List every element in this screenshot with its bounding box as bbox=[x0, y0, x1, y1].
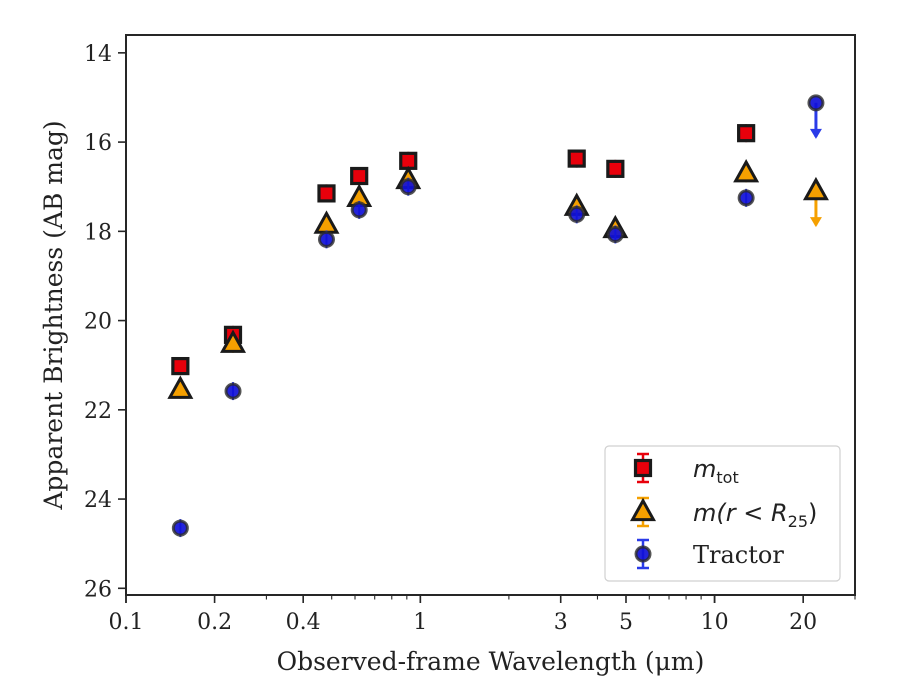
legend-subscript: 25 bbox=[788, 512, 808, 531]
m-r25-point bbox=[733, 159, 760, 183]
legend-box bbox=[604, 445, 841, 582]
x-tick-label: 20 bbox=[789, 610, 817, 635]
series-m-r25 bbox=[167, 159, 829, 399]
x-tick-label: 0.4 bbox=[286, 610, 321, 635]
m-r25-point bbox=[313, 210, 340, 234]
x-tick-label: 10 bbox=[701, 610, 729, 635]
y-axis-ticks: 14 16 18 20 22 24 26 bbox=[84, 42, 126, 602]
y-tick-label: 22 bbox=[84, 399, 112, 424]
legend-tail: ) bbox=[808, 499, 817, 527]
m-r25-point bbox=[802, 176, 829, 201]
tractor-point bbox=[606, 225, 624, 243]
tractor-point bbox=[317, 230, 335, 248]
y-tick-label: 18 bbox=[84, 220, 112, 245]
x-tick-label: 5 bbox=[619, 610, 633, 635]
y-tick-label: 16 bbox=[84, 131, 112, 156]
tractor-point bbox=[737, 189, 755, 207]
legend-marker-mtot bbox=[633, 458, 653, 478]
x-tick-label: 1 bbox=[413, 610, 427, 635]
mtot-point bbox=[317, 184, 336, 203]
m-r25-point bbox=[167, 375, 194, 399]
m-r25-upper-limit-arrow-head bbox=[809, 217, 822, 228]
mtot-point bbox=[606, 159, 625, 178]
mtot-point bbox=[171, 356, 190, 376]
mtot-point bbox=[350, 166, 369, 186]
x-axis-label: Observed-frame Wavelength (μm) bbox=[277, 647, 705, 676]
series-tractor bbox=[171, 94, 825, 538]
legend-subscript: tot bbox=[716, 468, 738, 487]
mtot-point bbox=[567, 149, 586, 168]
x-tick-label: 0.1 bbox=[109, 610, 144, 635]
series-mtot bbox=[171, 124, 756, 376]
mtot-point bbox=[737, 124, 756, 143]
tractor-point bbox=[568, 205, 586, 223]
legend-marker-m-r25 bbox=[629, 497, 657, 522]
tractor-upper-limit-arrow-head bbox=[809, 128, 822, 139]
y-axis-label: Apparent Brightness (AB mag) bbox=[39, 120, 68, 510]
plot-frame bbox=[125, 34, 856, 596]
x-tick-label: 3 bbox=[554, 610, 568, 635]
x-axis-ticks: 0.1 0.2 0.4 1 3 5 10 20 bbox=[109, 595, 856, 635]
y-tick-label: 14 bbox=[84, 42, 112, 67]
m-r25-point bbox=[220, 329, 247, 353]
legend-label-tractor: Tractor bbox=[693, 541, 784, 569]
tractor-point bbox=[399, 178, 417, 196]
tractor-point bbox=[224, 382, 242, 400]
tractor-point bbox=[171, 519, 189, 537]
data-points bbox=[167, 94, 829, 538]
legend-marker-tractor bbox=[634, 545, 652, 563]
y-tick-label: 26 bbox=[84, 577, 112, 602]
tractor-point bbox=[350, 201, 368, 219]
x-tick-label: 0.2 bbox=[197, 610, 232, 635]
tractor-point bbox=[807, 94, 825, 112]
y-tick-label: 20 bbox=[84, 310, 112, 335]
y-tick-label: 24 bbox=[84, 488, 112, 513]
